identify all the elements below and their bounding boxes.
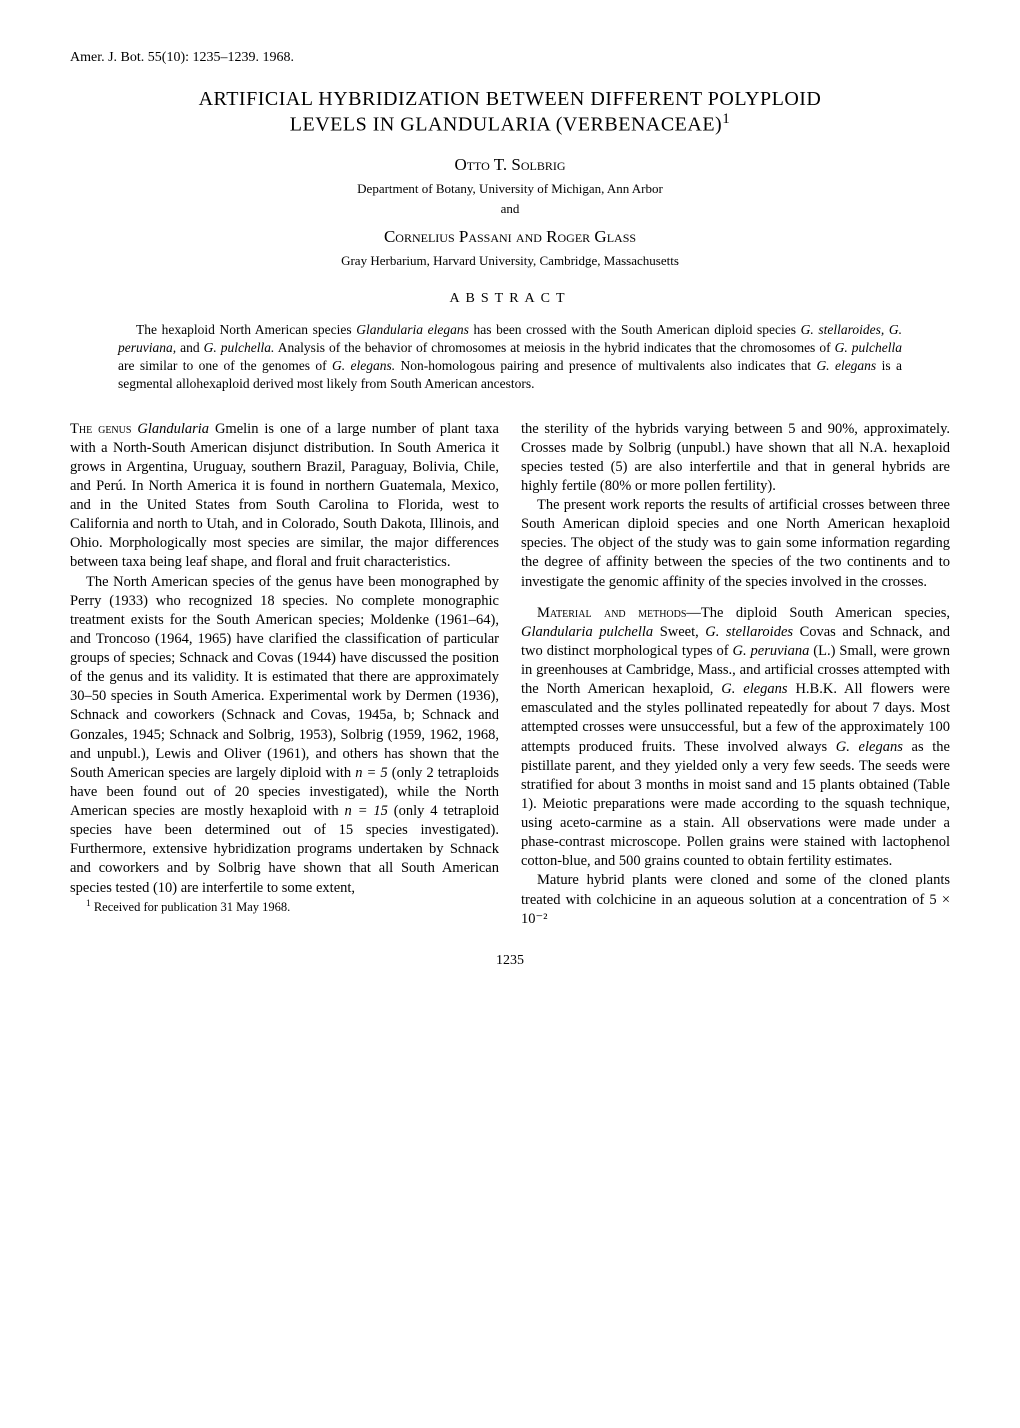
body-columns: The genus Glandularia Gmelin is one of a… — [70, 420, 950, 929]
species-name: G. stellaroides — [705, 624, 793, 640]
paragraph-lead: The genus — [70, 421, 137, 437]
body-paragraph: The present work reports the results of … — [521, 496, 950, 592]
title-line-2: LEVELS IN GLANDULARIA (VERBENACEAE) — [290, 114, 722, 136]
abstract-text: has been crossed with the South American… — [469, 322, 801, 337]
species-name: G. elegans. — [332, 358, 395, 373]
footnote-text: Received for publication 31 May 1968. — [91, 900, 291, 914]
abstract-text: The hexaploid North American species — [136, 322, 356, 337]
body-paragraph: the sterility of the hybrids varying bet… — [521, 420, 950, 497]
abstract-text: Non-homologous pairing and presence of m… — [395, 358, 816, 373]
body-paragraph: The North American species of the genus … — [70, 573, 499, 898]
body-paragraph: Material and methods—The diploid South A… — [521, 604, 950, 872]
page-number: 1235 — [70, 953, 950, 969]
footnote: 1 Received for publication 31 May 1968. — [70, 898, 499, 916]
secondary-affiliation: Gray Herbarium, Harvard University, Camb… — [70, 253, 950, 269]
species-name: Glandularia pulchella — [521, 624, 653, 640]
title-footnote-marker: 1 — [722, 111, 730, 127]
paragraph-text: Gmelin is one of a large number of plant… — [70, 421, 499, 571]
paragraph-text: The North American species of the genus … — [70, 574, 499, 781]
primary-affiliation: Department of Botany, University of Mich… — [70, 181, 950, 197]
species-name: G. elegans — [816, 358, 876, 373]
abstract-text: are similar to one of the genomes of — [118, 358, 332, 373]
section-lead: Material and methods — [537, 605, 686, 621]
abstract-text: Analysis of the behavior of chromosomes … — [274, 340, 834, 355]
abstract-text: and — [176, 340, 204, 355]
paragraph-text: as the pistillate parent, and they yield… — [521, 739, 950, 870]
title-line-1: ARTIFICIAL HYBRIDIZATION BETWEEN DIFFERE… — [199, 88, 822, 110]
article-title: ARTIFICIAL HYBRIDIZATION BETWEEN DIFFERE… — [70, 88, 950, 137]
author-separator: and — [70, 201, 950, 217]
math-inline: n = 5 — [355, 765, 387, 781]
paragraph-text: Sweet, — [653, 624, 705, 640]
species-name: G. peruviana — [732, 643, 809, 659]
species-name: G. elegans — [721, 681, 787, 697]
species-name: G. elegans — [836, 739, 903, 755]
species-name: G. pulchella — [835, 340, 902, 355]
abstract-heading: ABSTRACT — [70, 291, 950, 307]
paragraph-text: —The diploid South American species, — [686, 605, 950, 621]
journal-reference: Amer. J. Bot. 55(10): 1235–1239. 1968. — [70, 50, 950, 66]
abstract-body: The hexaploid North American species Gla… — [118, 321, 902, 394]
genus-name: Glandularia — [137, 421, 209, 437]
body-paragraph: The genus Glandularia Gmelin is one of a… — [70, 420, 499, 573]
math-inline: n = 15 — [345, 803, 388, 819]
secondary-authors: Cornelius Passani and Roger Glass — [70, 227, 950, 247]
species-name: Glandularia elegans — [356, 322, 469, 337]
species-name: G. pulchella. — [204, 340, 275, 355]
primary-author: Otto T. Solbrig — [70, 155, 950, 175]
body-paragraph: Mature hybrid plants were cloned and som… — [521, 871, 950, 928]
